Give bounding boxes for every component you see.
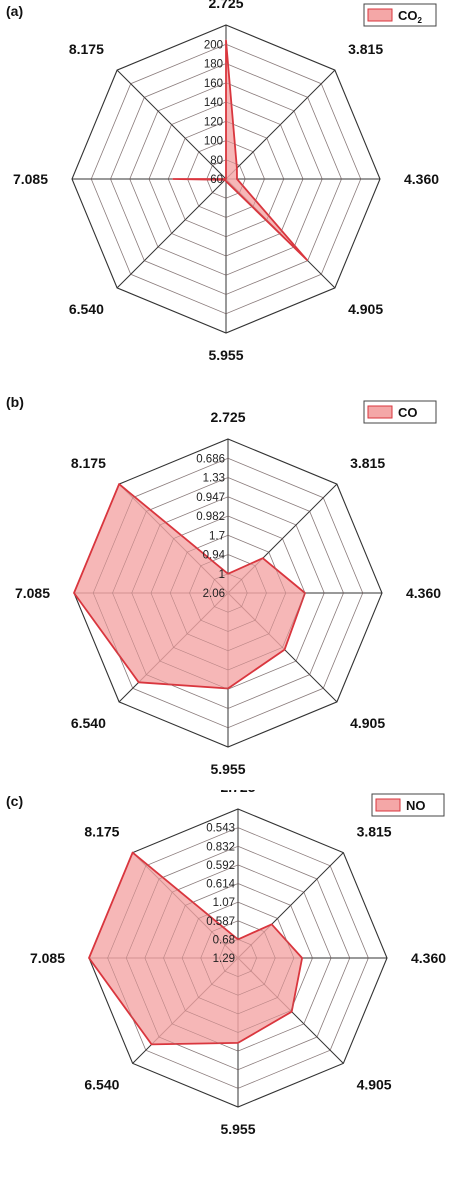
grid-ring-overlay — [163, 883, 313, 1033]
axis-label: 6.540 — [71, 715, 106, 731]
radar-panel-a: 60 80 100 120 140 160 180 200 2.725 3.815 4.360 4.9… — [0, 0, 474, 395]
tick-label: 140 — [204, 97, 223, 109]
grid-ring-overlay — [107, 827, 369, 1089]
tick-label: 0.543 — [206, 823, 235, 835]
legend-swatch — [367, 8, 393, 22]
grid-ring-overlay — [208, 573, 248, 613]
axis-label: 4.360 — [404, 171, 439, 187]
grid-ring-overlay — [148, 101, 304, 257]
panel-label: (c) — [6, 793, 23, 809]
axis-label: 6.540 — [69, 301, 104, 317]
grid-ring-overlay — [167, 120, 285, 238]
axis-label: 7.085 — [15, 585, 50, 601]
tick-label: 0.94 — [203, 550, 226, 562]
axis-label: 2.725 — [208, 0, 243, 11]
data-series-area — [172, 39, 308, 261]
axis-label: 2.725 — [220, 790, 255, 795]
axis-label: 3.815 — [348, 41, 383, 57]
legend-label: CO — [398, 405, 418, 420]
axis-label: 5.955 — [210, 761, 245, 777]
axis-label: 4.905 — [348, 301, 383, 317]
data-series-area — [88, 851, 304, 1046]
grid-ring-overlay — [189, 554, 267, 632]
legend: NO — [371, 793, 445, 817]
tick-label: 2.06 — [203, 588, 225, 600]
axis-label: 3.815 — [357, 823, 392, 839]
grid-ring-overlay — [181, 901, 295, 1015]
radar-chart-c: 1.29 0.68 0.587 1.07 0.614 0.592 0.832 0.543 2.7… — [6, 790, 446, 1137]
axis-label: 2.725 — [210, 409, 245, 425]
panel-label: (a) — [6, 3, 23, 19]
legend-label: CO2 — [398, 8, 423, 25]
grid-ring-overlay — [131, 496, 325, 690]
tick-label: 200 — [204, 39, 223, 51]
grid-ring-overlay — [129, 82, 323, 276]
tick-label: 0.982 — [196, 511, 225, 523]
legend-label: NO — [406, 798, 426, 813]
grid-ring-overlay — [90, 43, 362, 315]
radar-chart-a: 60 80 100 120 140 160 180 200 2.725 3.815 4.360 4.9… — [6, 0, 439, 363]
tick-label: 100 — [204, 136, 223, 148]
grid-ring-overlay — [112, 477, 344, 709]
tick-label: 0.68 — [213, 934, 235, 946]
axis-label: 7.085 — [30, 950, 65, 966]
axis-label: 4.360 — [411, 950, 446, 966]
grid-ring-overlay — [150, 515, 306, 671]
legend: CO — [363, 400, 437, 424]
grid-ring-overlay — [110, 63, 342, 295]
axis-label: 6.540 — [84, 1077, 119, 1093]
legend: CO2 — [363, 3, 437, 27]
tick-label: 0.592 — [206, 860, 235, 872]
axis-label: 5.955 — [220, 1121, 255, 1137]
axis-label: 4.905 — [357, 1077, 392, 1093]
tick-label: 180 — [204, 59, 223, 71]
legend-swatch — [367, 405, 393, 419]
tick-label: 1.7 — [209, 530, 225, 542]
tick-label: 0.614 — [206, 879, 235, 891]
tick-label: 160 — [204, 78, 223, 90]
tick-label: 0.587 — [206, 916, 235, 928]
axis-label: 7.085 — [13, 171, 48, 187]
axis-label: 8.175 — [71, 455, 106, 471]
tick-label: 1.07 — [213, 897, 235, 909]
grid-ring-overlay — [92, 457, 364, 729]
tick-label: 0.686 — [196, 453, 225, 465]
tick-label: 80 — [210, 155, 223, 167]
tick-label: 0.947 — [196, 492, 225, 504]
grid-ring-overlay — [219, 939, 257, 977]
radar-panel-b: 2.06 1 0.94 1.7 0.982 0.947 1.33 0.686 2.725 3.81… — [0, 395, 474, 790]
axis-label: 4.905 — [350, 715, 385, 731]
grid-ring-overlay — [169, 534, 287, 652]
radar-chart-b: 2.06 1 0.94 1.7 0.982 0.947 1.33 0.686 2.725 3.81… — [6, 395, 441, 777]
grid-ring-overlay — [206, 159, 246, 199]
tick-label: 60 — [210, 174, 223, 186]
tick-label: 120 — [204, 116, 223, 128]
axis-label: 3.815 — [350, 455, 385, 471]
tick-label: 1 — [219, 569, 225, 581]
radar-panel-c: 1.29 0.68 0.587 1.07 0.614 0.592 0.832 0.543 2.7… — [0, 790, 474, 1186]
axis-label: 5.955 — [208, 347, 243, 363]
panel-label: (b) — [6, 395, 24, 410]
tick-label: 1.33 — [203, 473, 225, 485]
data-series-area — [73, 483, 306, 690]
axis-label: 8.175 — [84, 823, 119, 839]
grid-ring-overlay — [144, 864, 332, 1052]
axis-label: 4.360 — [406, 585, 441, 601]
grid-ring-overlay — [125, 845, 351, 1071]
tick-label: 1.29 — [213, 953, 235, 965]
axis-label: 8.175 — [69, 41, 104, 57]
tick-label: 0.832 — [206, 841, 235, 853]
legend-swatch — [375, 798, 401, 812]
grid-ring-overlay — [187, 140, 265, 218]
grid-ring-overlay — [200, 920, 276, 996]
